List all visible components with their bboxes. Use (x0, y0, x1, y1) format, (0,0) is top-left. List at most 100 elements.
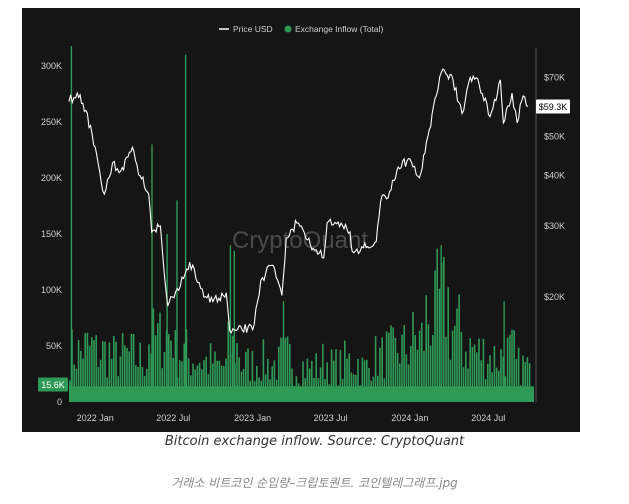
inflow-bar (429, 345, 432, 402)
legend-inflow-swatch (284, 25, 292, 33)
inflow-bar (115, 341, 117, 402)
x-tick-label: 2024 Jan (391, 413, 428, 423)
inflow-bar (201, 369, 203, 402)
inflow-bar (447, 287, 449, 402)
inflow-bar (506, 337, 509, 402)
inflow-bar (183, 343, 185, 402)
y-right-tick-label: $70K (544, 72, 565, 82)
inflow-spike (233, 250, 235, 402)
legend-price-label: Price USD (233, 24, 273, 34)
inflow-bar (152, 308, 155, 402)
inflow-bar (73, 364, 75, 402)
inflow-bar (449, 359, 452, 402)
inflow-bar (311, 360, 313, 402)
inflow-bar (396, 353, 399, 402)
inflow-last-value: 15.6K (41, 380, 65, 390)
inflow-spike (503, 301, 505, 402)
inflow-bar (242, 369, 245, 402)
inflow-bar (108, 342, 111, 402)
inflow-bar (93, 340, 95, 402)
inflow-bar (159, 312, 161, 402)
inflow-spike (166, 234, 168, 402)
inflow-bar (198, 362, 201, 402)
inflow-bar (339, 350, 342, 402)
inflow-bar (75, 368, 78, 402)
inflow-bar (86, 332, 89, 402)
inflow-bar (489, 355, 491, 402)
inflow-bar (381, 337, 383, 402)
inflow-bar (333, 360, 335, 402)
inflow-bar (414, 335, 416, 402)
inflow-bar (438, 288, 441, 402)
x-tick-label: 2022 Jan (77, 413, 114, 423)
inflow-bar (436, 248, 438, 402)
inflow-bar (126, 347, 128, 402)
inflow-bar (113, 335, 115, 402)
inflow-bar (99, 359, 102, 402)
inflow-bar (427, 324, 430, 402)
inflow-bar (104, 341, 106, 402)
inflow-bar (465, 351, 467, 402)
inflow-bar (227, 321, 229, 402)
inflow-bar (238, 357, 240, 402)
inflow-bar (410, 346, 412, 402)
inflow-bar (454, 325, 456, 402)
inflow-bar (280, 337, 282, 402)
inflow-bar (335, 349, 337, 402)
y-left-tick-label: 150K (41, 229, 62, 239)
inflow-bar (482, 338, 485, 402)
inflow-bar (366, 359, 368, 402)
inflow-bar (251, 350, 254, 402)
inflow-bar (348, 353, 350, 402)
inflow-bar (161, 368, 163, 402)
inflow-bar (394, 338, 397, 402)
inflow-bar (423, 350, 425, 402)
inflow-bar (223, 366, 225, 402)
inflow-last-badge (38, 377, 68, 392)
inflow-bar (80, 350, 82, 402)
inflow-bar (502, 356, 504, 402)
inflow-bar (473, 344, 476, 402)
inflow-bar (498, 370, 500, 402)
x-tick-label: 2022 Jul (156, 413, 190, 423)
image-filename: 거래소 비트코인 순입량–크립토퀀트. 코인텔레그래프.jpg (171, 476, 458, 490)
y-right-tick-label: $30K (544, 221, 565, 231)
inflow-bar (172, 358, 174, 402)
inflow-bar (522, 355, 524, 402)
inflow-bar (469, 338, 471, 402)
inflow-bar (148, 344, 150, 402)
legend-inflow-label: Exchange Inflow (Total) (295, 24, 384, 34)
inflow-bar (157, 323, 159, 402)
inflow-bar (500, 349, 502, 402)
inflow-bar (432, 334, 434, 402)
y-right-tick-label: $20K (544, 292, 565, 302)
inflow-bar (451, 330, 454, 402)
inflow-bar (273, 360, 276, 402)
inflow-bar (405, 354, 408, 402)
inflow-bar (262, 339, 265, 402)
inflow-bar (434, 270, 436, 402)
inflow-bar (137, 367, 139, 402)
inflow-bar (121, 333, 124, 402)
inflow-bar (271, 366, 273, 402)
inflow-bar (95, 335, 97, 402)
inflow-bar (194, 369, 196, 402)
inflow-bar (476, 352, 478, 402)
inflow-bar (278, 346, 280, 402)
inflow-bar (170, 340, 172, 402)
inflow-bar (141, 367, 144, 402)
inflow-spike (440, 245, 442, 402)
inflow-bar (315, 353, 317, 402)
inflow-bar (284, 337, 287, 402)
inflow-bar (231, 335, 234, 402)
exchange-inflow-chart: CryptoQuant 300K 250K 200K 150K 100K 50K 0 $70K $… (38, 24, 570, 423)
inflow-bar (124, 345, 126, 402)
inflow-bar (330, 349, 333, 402)
inflow-bar (517, 347, 520, 402)
y-right-tick-label: $50K (544, 131, 565, 141)
inflow-bar (509, 334, 511, 402)
inflow-bar (256, 365, 258, 402)
inflow-bar (306, 358, 309, 402)
inflow-bar (319, 367, 322, 402)
inflow-bar (511, 329, 513, 402)
